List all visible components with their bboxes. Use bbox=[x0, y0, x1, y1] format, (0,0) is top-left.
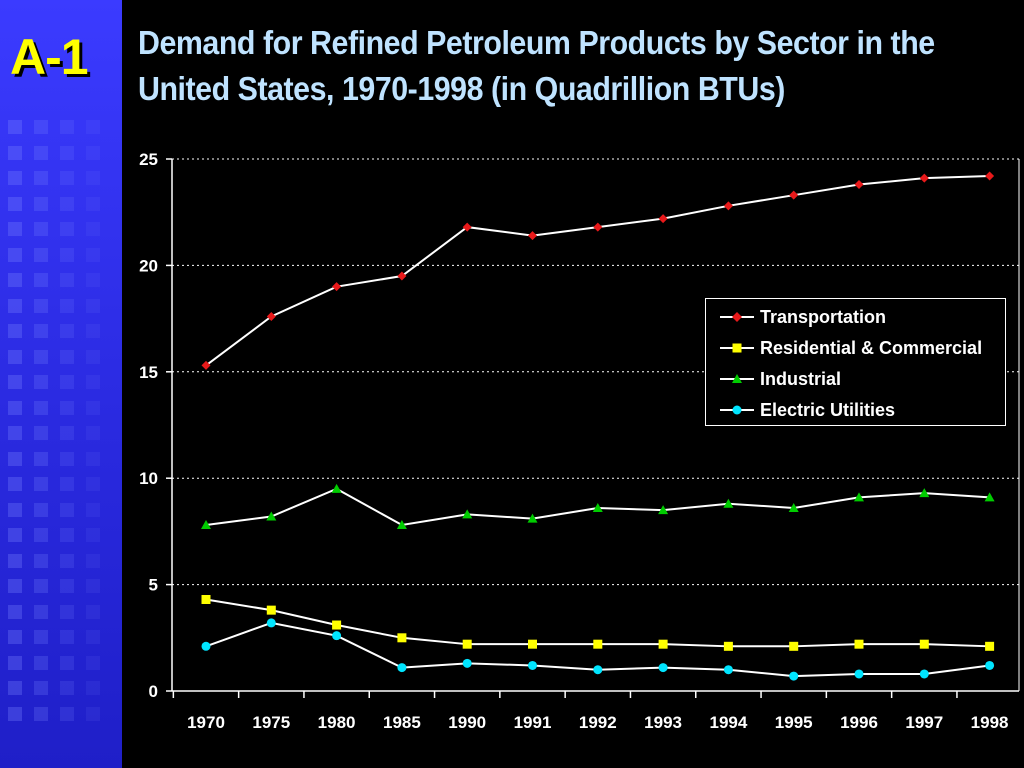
data-point-transportation bbox=[462, 222, 472, 232]
decorative-squares bbox=[8, 120, 118, 760]
data-point-transportation bbox=[201, 360, 211, 370]
chart-title: Demand for Refined Petroleum Products by… bbox=[138, 24, 935, 107]
data-point-residential-commercial bbox=[985, 641, 995, 651]
data-point-industrial bbox=[201, 520, 211, 530]
data-point-industrial bbox=[462, 509, 473, 519]
data-point-electric-utilities bbox=[789, 671, 799, 681]
data-point-electric-utilities bbox=[397, 663, 407, 673]
data-point-residential-commercial bbox=[266, 605, 276, 615]
data-point-electric-utilities bbox=[854, 669, 864, 679]
data-point-industrial bbox=[984, 492, 995, 502]
legend-item-transportation: Transportation bbox=[720, 305, 886, 329]
data-point-residential-commercial bbox=[593, 639, 603, 649]
series-line-residential-commercial bbox=[205, 598, 990, 648]
data-point-residential-commercial bbox=[854, 639, 864, 649]
data-point-transportation bbox=[528, 231, 537, 241]
data-point-electric-utilities bbox=[462, 658, 472, 668]
data-point-transportation bbox=[593, 222, 603, 232]
data-point-industrial bbox=[592, 502, 603, 512]
data-point-electric-utilities bbox=[201, 641, 211, 651]
data-point-residential-commercial bbox=[397, 633, 407, 643]
data-point-transportation bbox=[854, 180, 864, 190]
y-tick-label: 10 bbox=[139, 469, 158, 488]
data-point-industrial bbox=[919, 488, 930, 498]
data-point-transportation bbox=[985, 171, 995, 181]
data-point-industrial bbox=[854, 492, 864, 502]
axis-layer: 0 5 10 15 20 25 1970 1975 1980 1985 1990 1991 1992 19… bbox=[139, 150, 1019, 732]
data-point-residential-commercial bbox=[201, 594, 211, 604]
y-tick-label: 20 bbox=[139, 256, 158, 275]
y-tick-label: 0 bbox=[149, 682, 158, 701]
data-point-industrial bbox=[266, 511, 277, 521]
legend: Transportation Residential & Commercial … bbox=[705, 298, 1006, 426]
x-tick-label: 1970 bbox=[187, 713, 225, 732]
x-tick-label: 1995 bbox=[775, 713, 813, 732]
data-point-residential-commercial bbox=[462, 639, 472, 649]
x-tick-label: 1975 bbox=[252, 713, 290, 732]
legend-label-residential-commercial: Residential & Commercial bbox=[760, 337, 983, 358]
series-transportation bbox=[201, 171, 995, 370]
legend-item-residential-commercial: Residential & Commercial bbox=[720, 336, 982, 360]
data-point-residential-commercial bbox=[528, 639, 537, 649]
data-point-industrial bbox=[788, 502, 799, 512]
data-point-electric-utilities bbox=[528, 660, 537, 670]
slide-label: A-1 bbox=[10, 29, 89, 85]
x-tick-label: 1980 bbox=[318, 713, 356, 732]
legend-marker-diamond-icon bbox=[720, 312, 754, 322]
data-point-residential-commercial bbox=[919, 639, 929, 649]
data-point-residential-commercial bbox=[723, 641, 733, 651]
legend-marker-triangle-icon bbox=[720, 374, 754, 383]
y-tick-label: 25 bbox=[139, 150, 158, 169]
data-point-residential-commercial bbox=[658, 639, 668, 649]
data-point-transportation bbox=[266, 311, 276, 321]
series-residential-commercial bbox=[201, 594, 995, 651]
legend-label-industrial: Industrial bbox=[760, 368, 842, 389]
x-tick-label: 1998 bbox=[971, 713, 1009, 732]
y-tick-label: 15 bbox=[139, 363, 158, 382]
data-point-electric-utilities bbox=[593, 665, 603, 675]
legend-marker-square-icon bbox=[720, 343, 754, 353]
x-tick-label: 1996 bbox=[840, 713, 878, 732]
x-tick-label: 1997 bbox=[905, 713, 943, 732]
series-layer bbox=[201, 171, 995, 681]
legend-item-electric-utilities: Electric Utilities bbox=[720, 398, 895, 422]
data-point-electric-utilities bbox=[658, 663, 668, 673]
data-point-electric-utilities bbox=[332, 631, 342, 641]
data-point-electric-utilities bbox=[919, 669, 929, 679]
data-point-residential-commercial bbox=[332, 620, 342, 630]
series-electric-utilities bbox=[201, 618, 995, 681]
x-tick-label: 1985 bbox=[383, 713, 421, 732]
data-point-transportation bbox=[332, 282, 342, 292]
data-point-transportation bbox=[397, 271, 407, 281]
legend-label-transportation: Transportation bbox=[760, 306, 887, 327]
legend-marker-circle-icon bbox=[720, 405, 754, 415]
data-point-transportation bbox=[658, 214, 668, 224]
series-industrial bbox=[201, 483, 995, 530]
data-point-industrial bbox=[723, 498, 734, 508]
data-point-industrial bbox=[331, 483, 342, 493]
data-point-electric-utilities bbox=[723, 665, 733, 675]
x-tick-label: 1993 bbox=[644, 713, 682, 732]
data-point-transportation bbox=[789, 190, 799, 200]
data-point-electric-utilities bbox=[985, 660, 995, 670]
data-point-transportation bbox=[723, 201, 733, 211]
data-point-residential-commercial bbox=[789, 641, 799, 651]
x-tick-label: 1991 bbox=[514, 713, 552, 732]
legend-item-industrial: Industrial bbox=[720, 367, 841, 391]
data-point-electric-utilities bbox=[266, 618, 276, 628]
data-point-industrial bbox=[396, 520, 407, 530]
x-tick-label: 1994 bbox=[709, 713, 747, 732]
data-point-industrial bbox=[527, 513, 538, 523]
x-tick-label: 1992 bbox=[579, 713, 617, 732]
data-point-transportation bbox=[919, 173, 929, 183]
legend-label-electric-utilities: Electric Utilities bbox=[760, 399, 896, 420]
y-tick-label: 5 bbox=[149, 576, 158, 595]
data-point-industrial bbox=[658, 505, 669, 515]
side-panel bbox=[0, 0, 122, 768]
x-tick-label: 1990 bbox=[448, 713, 486, 732]
